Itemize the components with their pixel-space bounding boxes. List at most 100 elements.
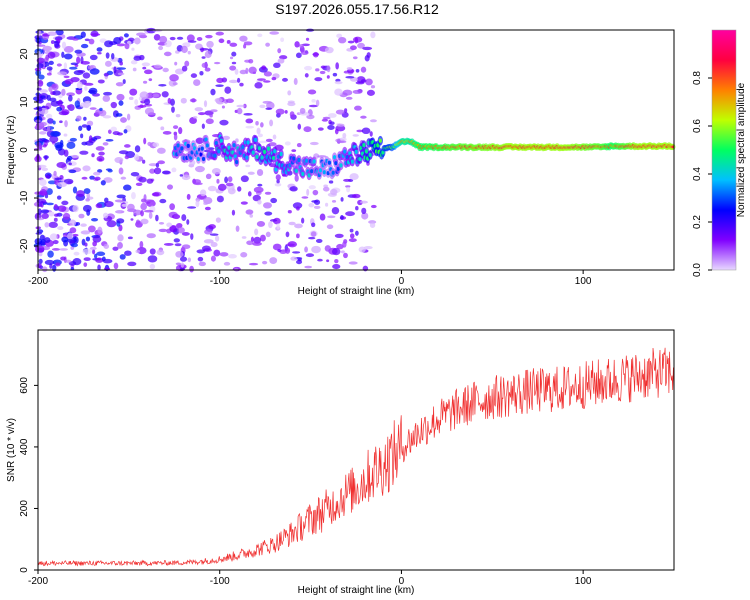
spectrogram-noise-blob — [46, 66, 53, 71]
snr-y-label: SNR (10 * v/v) — [6, 418, 17, 482]
spectrogram-noise-blob — [94, 176, 101, 181]
spectrogram-noise-blob — [47, 31, 57, 36]
spectrogram-noise-blob — [195, 200, 200, 208]
spectrogram-noise-blob — [210, 109, 218, 113]
spectrogram-noise-blob — [42, 266, 48, 273]
spectrogram-noise-blob — [239, 82, 244, 87]
spectrogram-noise-blob — [92, 249, 96, 255]
spectrogram-noise-blob — [239, 69, 247, 75]
spectrogram-y-tick-label: 0 — [19, 147, 30, 153]
spectrogram-noise-blob — [80, 61, 90, 65]
spectrogram-ridge-core — [257, 146, 262, 151]
spectrogram-noise-blob — [102, 115, 112, 119]
spectrogram-noise-blob — [86, 120, 94, 127]
spectrogram-noise-blob — [88, 135, 93, 143]
spectrogram-noise-blob — [268, 221, 273, 229]
spectrogram-noise-blob — [89, 107, 97, 110]
spectrogram-noise-blob — [254, 228, 259, 236]
spectrogram-noise-blob — [174, 243, 182, 247]
spectrogram-noise-blob — [250, 236, 255, 243]
spectrogram-noise-blob — [73, 251, 80, 256]
spectrogram-noise-blob — [245, 209, 254, 215]
spectrogram-noise-blob — [245, 118, 254, 124]
spectrogram-noise-blob — [205, 173, 212, 180]
spectrogram-noise-blob — [335, 62, 339, 70]
colorbar-frame — [711, 29, 737, 271]
spectrogram-noise-blob — [236, 104, 245, 108]
spectrogram-noise-blob — [260, 122, 264, 128]
spectrogram-noise-blob — [342, 89, 353, 96]
spectrogram-ridge-core — [217, 149, 221, 154]
spectrogram-noise-blob — [360, 200, 368, 204]
spectrogram-ridge-core — [271, 155, 276, 161]
spectrogram-noise-blob — [61, 51, 65, 58]
spectrogram-noise-blob — [107, 129, 112, 134]
colorbar-tick-label: 0.2 — [692, 215, 703, 229]
spectrogram-noise-blob — [89, 54, 98, 61]
spectrogram-noise-blob — [96, 155, 105, 162]
spectrogram-ridge-core — [354, 149, 358, 154]
spectrogram-noise-blob — [273, 62, 281, 69]
spectrogram-noise-blob — [305, 37, 310, 41]
spectrogram-noise-blob — [287, 210, 292, 214]
spectrogram-noise-blob — [235, 138, 239, 143]
spectrogram-noise-blob — [42, 144, 47, 148]
spectrogram-noise-blob — [155, 162, 160, 168]
spectrogram-noise-blob — [149, 248, 156, 255]
spectrogram-noise-blob — [140, 210, 144, 217]
spectrogram-noise-blob — [142, 159, 146, 164]
spectrogram-noise-blob — [345, 75, 355, 79]
spectrogram-noise-blob — [312, 189, 319, 196]
spectrogram-noise-blob — [326, 224, 334, 230]
spectrogram-noise-blob — [113, 36, 122, 45]
spectrogram-noise-blob — [324, 245, 331, 252]
spectrogram-noise-blob — [240, 252, 248, 258]
spectrogram-noise-blob — [303, 126, 312, 133]
spectrogram-noise-blob — [370, 204, 377, 209]
spectrogram-noise-blob — [98, 151, 105, 156]
spectrogram-noise-blob — [213, 61, 221, 65]
spectrogram-noise-blob — [36, 164, 47, 168]
spectrogram-noise-blob — [210, 255, 216, 262]
spectrogram-noise-blob — [262, 260, 268, 265]
spectrogram-noise-blob — [116, 43, 126, 47]
spectrogram-noise-blob — [221, 105, 225, 109]
spectrogram-noise-blob — [306, 188, 310, 196]
snr-background — [38, 330, 674, 570]
spectrogram-noise-blob — [259, 234, 266, 242]
spectrogram-noise-blob — [61, 236, 69, 243]
spectrogram-noise-blob — [219, 252, 229, 257]
spectrogram-noise-blob — [61, 200, 69, 206]
spectrogram-noise-blob — [153, 167, 162, 175]
spectrogram-noise-blob — [271, 77, 277, 81]
spectrogram-noise-blob — [352, 56, 358, 60]
spectrogram-noise-blob — [82, 204, 92, 213]
figure-title: S197.2026.055.17.56.R12 — [275, 1, 439, 17]
spectrogram-noise-blob — [308, 236, 316, 240]
spectrogram-noise-blob — [39, 131, 47, 135]
colorbar-label: Normalized spectral amplitude — [736, 82, 747, 217]
spectrogram-ridge-core — [368, 152, 372, 158]
spectrogram-noise-blob — [117, 234, 124, 242]
spectrogram-noise-blob — [313, 205, 321, 209]
spectrogram-noise-blob — [190, 233, 194, 240]
spectrogram-noise-blob — [345, 185, 351, 188]
spectrogram-noise-blob — [346, 66, 353, 71]
spectrogram-noise-blob — [57, 205, 67, 212]
spectrogram-noise-blob — [68, 219, 77, 226]
spectrogram-noise-blob — [167, 97, 172, 104]
spectrogram-noise-blob — [315, 68, 320, 72]
colorbar-gradient — [712, 30, 736, 270]
spectrogram-noise-blob — [351, 193, 361, 199]
spectrogram-noise-blob — [72, 258, 82, 266]
spectrogram-noise-blob — [148, 163, 158, 167]
spectrogram-noise-blob — [292, 251, 301, 254]
spectrogram-ridge-core — [312, 159, 316, 164]
spectrogram-noise-blob — [102, 142, 109, 146]
spectrogram-noise-blob — [310, 231, 317, 237]
spectrogram-ridge-core — [378, 138, 382, 143]
spectrogram-noise-blob — [304, 265, 313, 269]
spectrogram-noise-blob — [265, 42, 270, 47]
spectrogram-noise-blob — [228, 254, 237, 259]
spectrogram-noise-blob — [66, 104, 72, 109]
